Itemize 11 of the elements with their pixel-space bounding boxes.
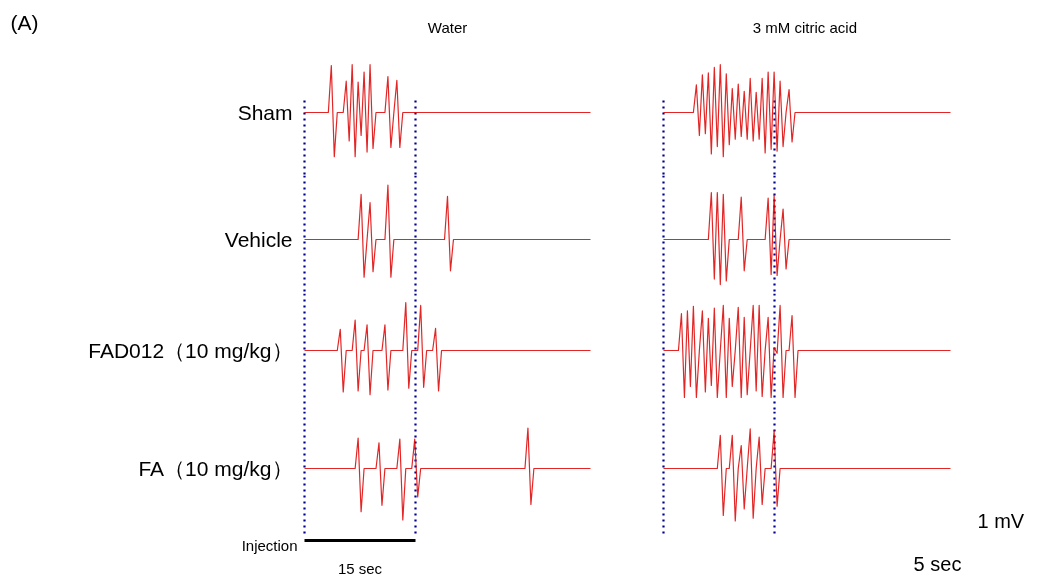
text: 1 mV (977, 509, 1025, 532)
y-axis-title: FAD012（10 mg/kg） (88, 339, 293, 362)
text: 5 sec (913, 552, 962, 575)
y-axis-title: Vehicle (224, 228, 293, 251)
text: Injection (241, 537, 298, 554)
y-axis-title: Sham (237, 101, 293, 124)
text: 15 sec (337, 560, 383, 577)
y-axis-title: FA（10 mg/kg） (138, 457, 293, 480)
chart-title: 3 mM citric acid (752, 19, 858, 36)
text: (A) (10, 11, 39, 34)
chart-title: Water (427, 19, 468, 36)
